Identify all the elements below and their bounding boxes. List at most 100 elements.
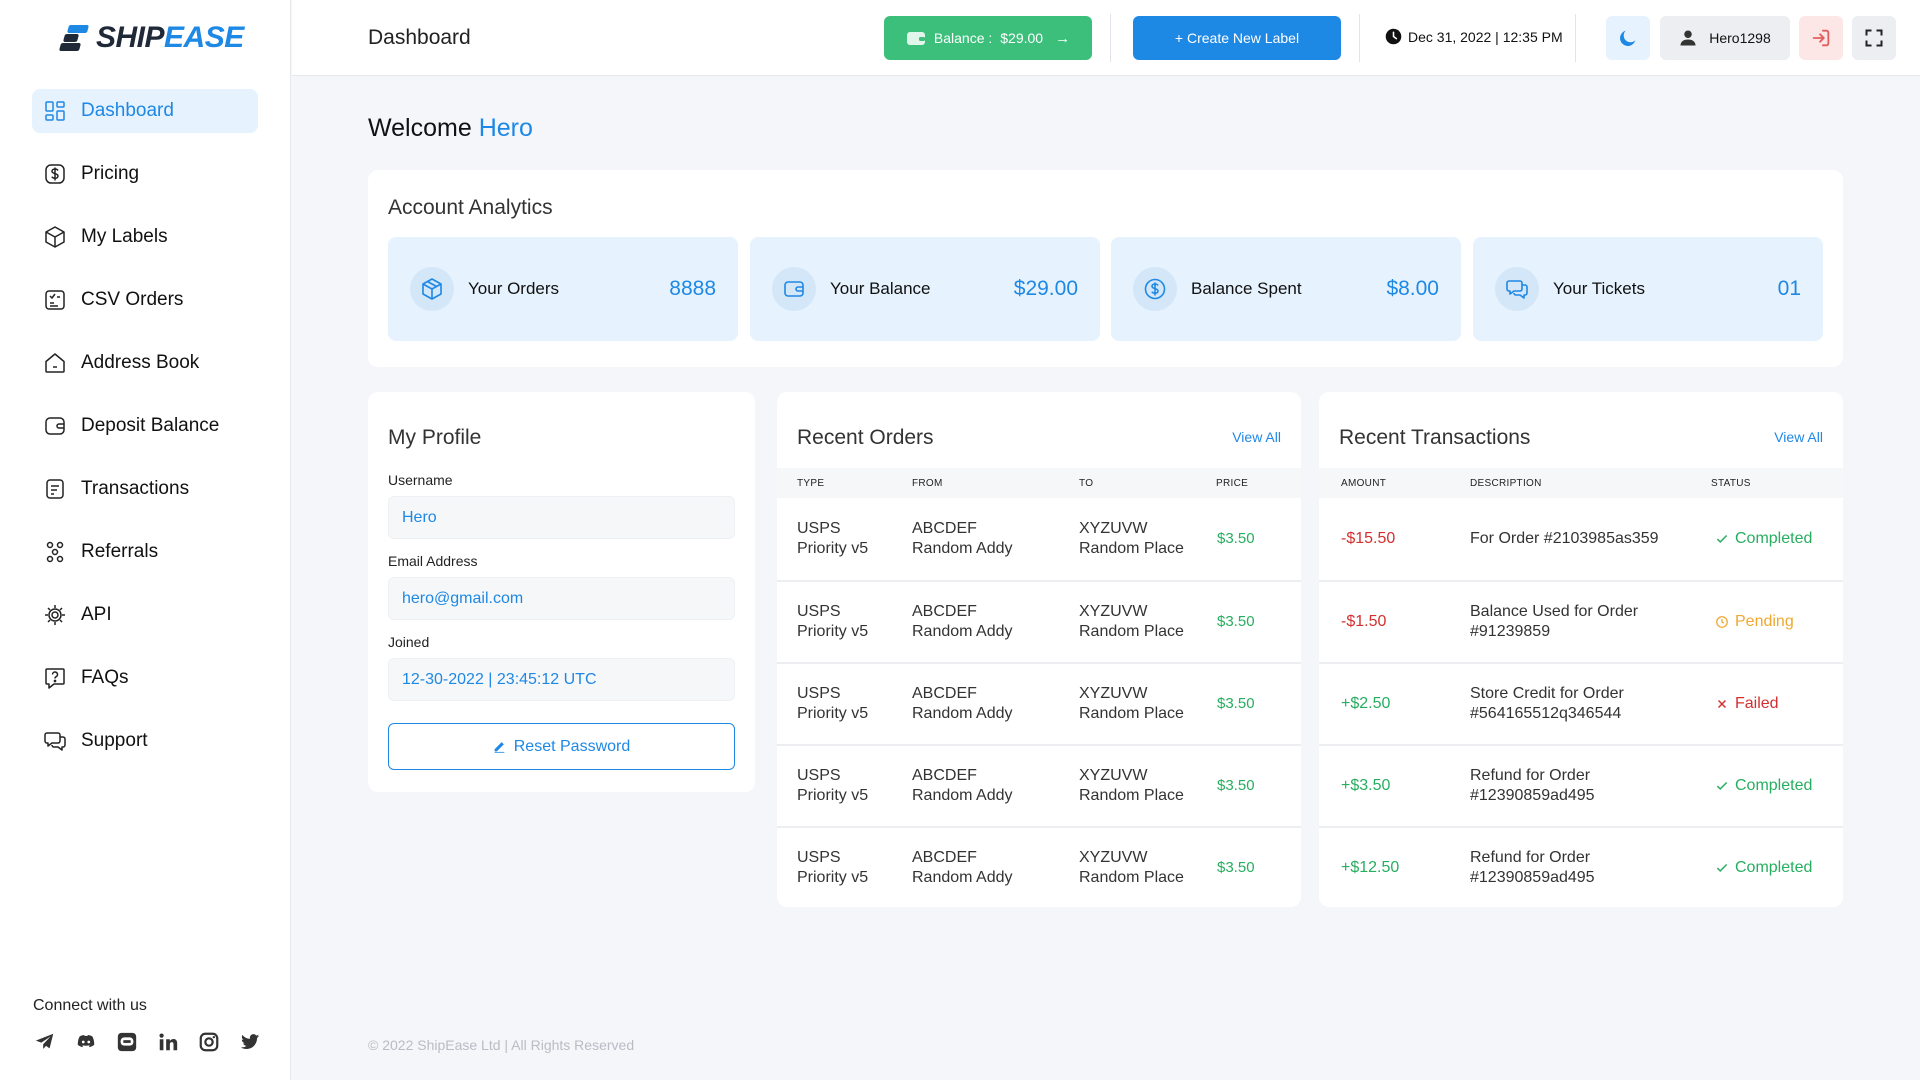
stat-spent[interactable]: Balance Spent $8.00 [1111, 237, 1461, 341]
linkedin-icon[interactable] [156, 1030, 180, 1054]
order-row[interactable]: USPS Priority v5 ABCDEF Random Addy XYZUVW Ra… [777, 826, 1301, 908]
status-label: Pending [1735, 613, 1794, 630]
order-row[interactable]: USPS Priority v5 ABCDEF Random Addy XYZUVW Ra… [777, 662, 1301, 744]
column-header: FROM [912, 478, 943, 489]
zalo-icon[interactable] [115, 1030, 139, 1054]
clock-icon [1385, 28, 1402, 45]
datetime: Dec 31, 2022 | 12:35 PM [1385, 28, 1563, 45]
status-label: Failed [1735, 695, 1779, 712]
sidebar-item-deposit-balance[interactable]: Deposit Balance [32, 404, 258, 448]
user-menu-button[interactable]: Hero1298 [1660, 16, 1790, 60]
joined-field[interactable]: 12-30-2022 | 23:45:12 UTC [388, 658, 735, 701]
brand-name-part1: SHIP [96, 21, 165, 54]
transactions-view-all-link[interactable]: View All [1774, 429, 1823, 445]
footer-copyright: © 2022 ShipEase Ltd | All Rights Reserve… [368, 1037, 635, 1053]
order-from-address: Random Addy [912, 540, 1013, 557]
email-field[interactable]: hero@gmail.com [388, 577, 735, 620]
transaction-description: For Order #2103985as359 [1470, 529, 1659, 549]
question-icon [43, 666, 67, 690]
status-label: Completed [1735, 859, 1813, 876]
order-from-name: ABCDEF [912, 849, 977, 866]
theme-toggle-button[interactable] [1606, 16, 1650, 60]
sidebar-item-referrals[interactable]: Referrals [32, 530, 258, 574]
stat-orders[interactable]: Your Orders 8888 [388, 237, 738, 341]
transaction-description-line1: Store Credit for Order [1470, 685, 1624, 702]
stat-value: $8.00 [1386, 277, 1439, 300]
order-price: $3.50 [1217, 777, 1255, 794]
status-badge: Pending [1715, 612, 1794, 632]
sidebar-item-my-labels[interactable]: My Labels [32, 215, 258, 259]
transaction-description: Refund for Order #12390859ad495 [1470, 766, 1595, 806]
twitter-icon[interactable] [238, 1030, 262, 1054]
order-from-address: Random Addy [912, 623, 1013, 640]
transaction-amount: +$2.50 [1341, 695, 1391, 712]
order-row[interactable]: USPS Priority v5 ABCDEF Random Addy XYZUVW Ra… [777, 498, 1301, 580]
balance-value: $29.00 [1000, 30, 1044, 46]
transactions-title: Recent Transactions [1339, 426, 1531, 449]
order-to-name: XYZUVW [1079, 849, 1148, 866]
sidebar-item-api[interactable]: API [32, 593, 258, 637]
order-type: USPS Priority v5 [797, 684, 868, 724]
stat-balance[interactable]: Your Balance $29.00 [750, 237, 1100, 341]
transaction-row[interactable]: +$12.50 Refund for Order #12390859ad495 Com… [1319, 826, 1843, 908]
sidebar-item-label: CSV Orders [81, 289, 184, 310]
status-badge: Failed [1715, 694, 1779, 714]
sidebar-item-transactions[interactable]: Transactions [32, 467, 258, 511]
transaction-description-line1: For Order #2103985as359 [1470, 530, 1659, 547]
telegram-icon[interactable] [33, 1030, 57, 1054]
divider [1575, 14, 1576, 62]
order-row[interactable]: USPS Priority v5 ABCDEF Random Addy XYZUVW Ra… [777, 744, 1301, 826]
order-from: ABCDEF Random Addy [912, 848, 1013, 888]
create-label-button[interactable]: + Create New Label [1133, 16, 1341, 60]
discord-icon[interactable] [74, 1030, 98, 1054]
transactions-table-header: AMOUNT DESCRIPTION STATUS [1319, 468, 1843, 498]
sidebar-item-pricing[interactable]: Pricing [32, 152, 258, 196]
stat-tickets[interactable]: Your Tickets 01 [1473, 237, 1823, 341]
column-header: DESCRIPTION [1470, 478, 1542, 489]
orders-view-all-link[interactable]: View All [1232, 429, 1281, 445]
sidebar-item-address-book[interactable]: Address Book [32, 341, 258, 385]
status-badge: Completed [1715, 776, 1812, 796]
username-field[interactable]: Hero [388, 496, 735, 539]
chip-icon [43, 603, 67, 627]
username-value: Hero [402, 508, 437, 526]
order-from: ABCDEF Random Addy [912, 519, 1013, 559]
fullscreen-button[interactable] [1852, 16, 1896, 60]
brand-name-part2: EASE [164, 21, 244, 54]
transaction-description-line1: Balance Used for Order [1470, 603, 1639, 620]
order-from: ABCDEF Random Addy [912, 602, 1013, 642]
stat-label: Your Orders [468, 279, 560, 298]
fullscreen-icon [1865, 29, 1883, 47]
username-label: Username [388, 472, 453, 488]
my-profile-card: My Profile Username Hero Email Address h… [368, 392, 755, 792]
sidebar-item-dashboard[interactable]: Dashboard [32, 89, 258, 133]
column-header: PRICE [1216, 478, 1249, 489]
transaction-description-line2: #564165512q346544 [1470, 705, 1622, 722]
instagram-icon[interactable] [197, 1030, 221, 1054]
sidebar-item-label: My Labels [81, 226, 168, 247]
sidebar-item-faqs[interactable]: FAQs [32, 656, 258, 700]
transaction-description: Store Credit for Order #564165512q346544 [1470, 684, 1624, 724]
balance-button[interactable]: Balance : $29.00 → [884, 16, 1092, 60]
logout-button[interactable] [1799, 16, 1843, 60]
sidebar-item-label: Referrals [81, 541, 159, 562]
transaction-row[interactable]: -$15.50 For Order #2103985as359 Completed [1319, 498, 1843, 580]
sidebar-item-label: Deposit Balance [81, 415, 220, 436]
dollar-icon [43, 162, 67, 186]
moon-icon [1620, 30, 1636, 46]
reset-password-button[interactable]: Reset Password [388, 723, 735, 770]
sidebar-item-support[interactable]: Support [32, 719, 258, 763]
order-row[interactable]: USPS Priority v5 ABCDEF Random Addy XYZUVW Ra… [777, 580, 1301, 662]
sidebar-item-label: Address Book [81, 352, 200, 373]
logo[interactable]: SHIPEASE [58, 20, 244, 56]
transaction-row[interactable]: -$1.50 Balance Used for Order #91239859 Pen… [1319, 580, 1843, 662]
sidebar-item-csv-orders[interactable]: CSV Orders [32, 278, 258, 322]
transaction-description-line1: Refund for Order [1470, 767, 1591, 784]
transaction-row[interactable]: +$3.50 Refund for Order #12390859ad495 Comp… [1319, 744, 1843, 826]
email-value: hero@gmail.com [402, 589, 524, 607]
username: Hero1298 [1709, 30, 1771, 46]
sidebar-item-label: FAQs [81, 667, 129, 688]
transaction-row[interactable]: +$2.50 Store Credit for Order #564165512q3… [1319, 662, 1843, 744]
joined-value: 12-30-2022 | 23:45:12 UTC [402, 670, 597, 688]
transaction-description-line1: Refund for Order [1470, 849, 1591, 866]
